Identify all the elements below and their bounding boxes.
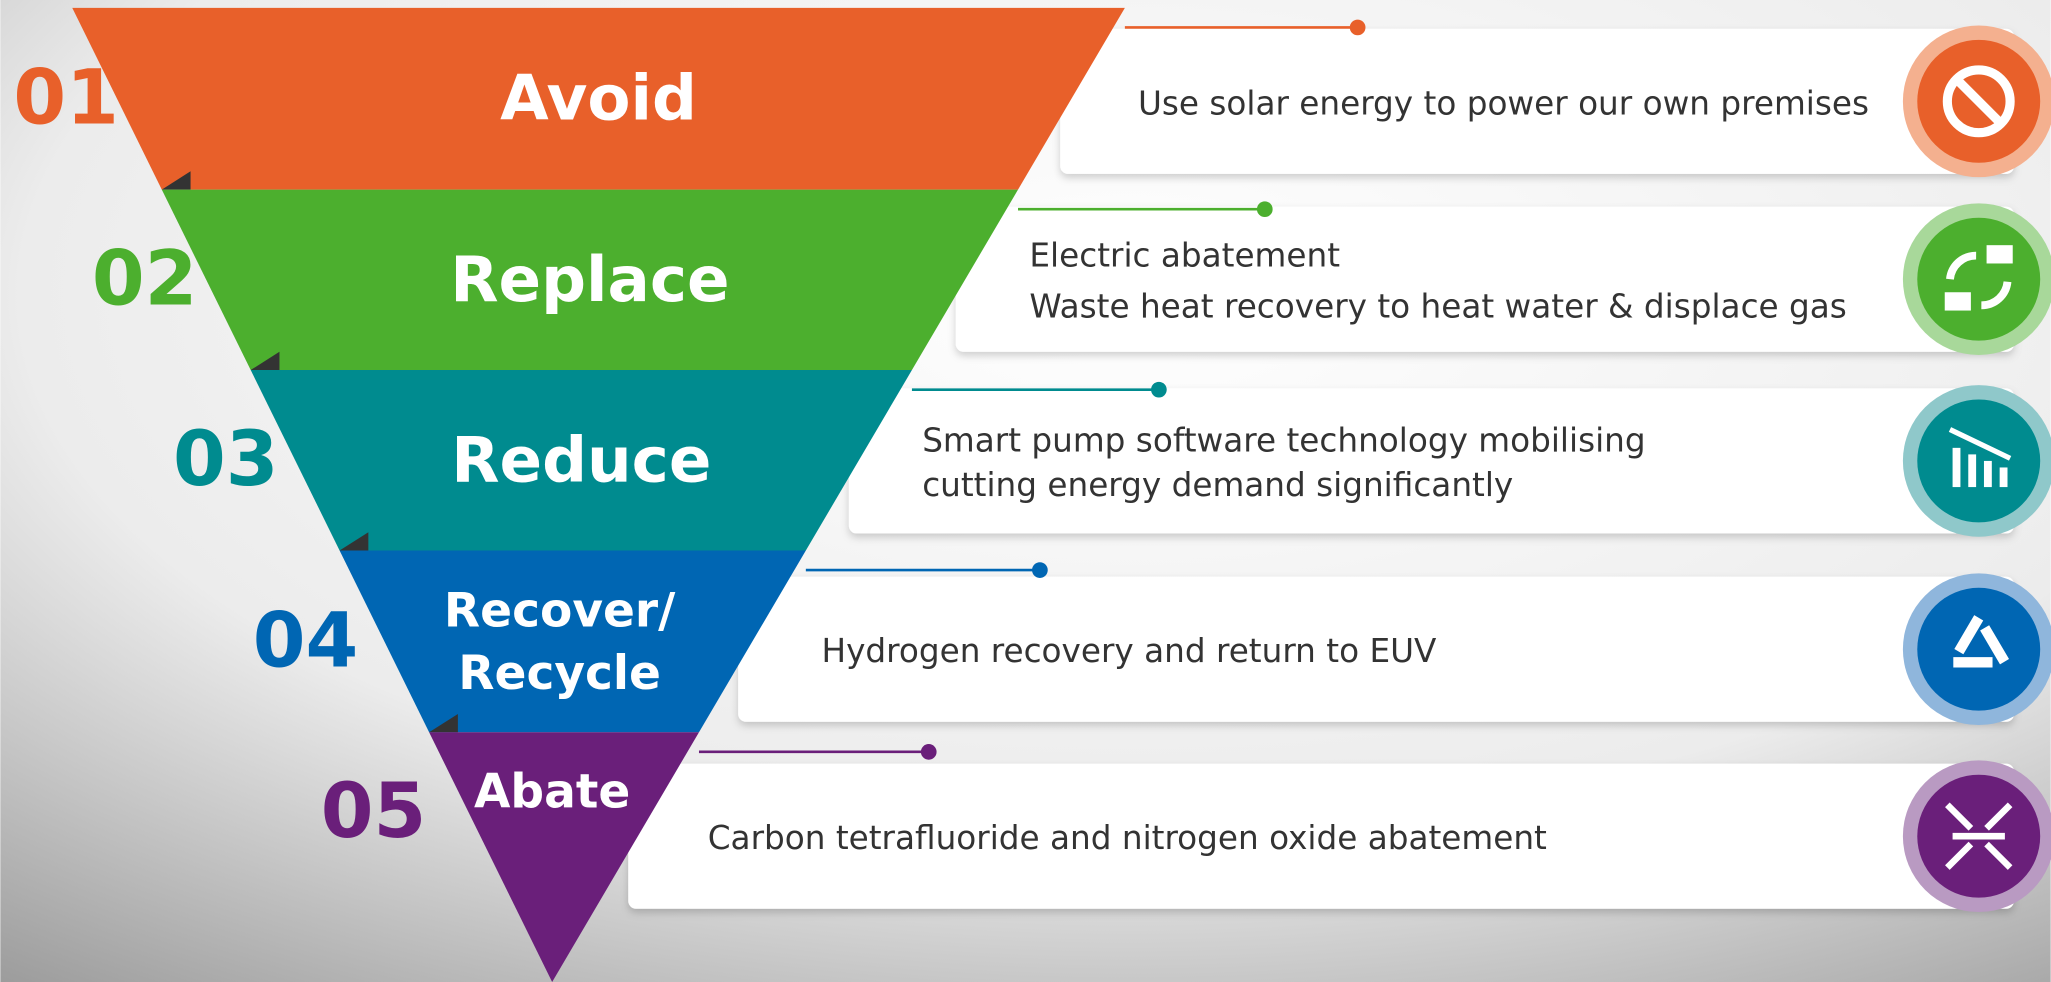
icon (1917, 399, 2041, 523)
glyph (1945, 802, 2013, 870)
level-label: Replace (450, 243, 729, 316)
description: Carbon tetrafluoride and nitrogen oxide … (708, 819, 1547, 857)
glyph (1968, 454, 1977, 488)
description: Electric abatement (1029, 237, 1340, 275)
funnel-band (429, 732, 699, 982)
icon-glyph (1943, 607, 2015, 668)
icon-glyph (1945, 802, 2013, 870)
level-number: 05 (321, 767, 427, 855)
connector-dot (1032, 562, 1048, 578)
connector-dot (920, 744, 937, 760)
level-number: 04 (253, 596, 359, 684)
glyph (1986, 245, 2013, 264)
icon (1917, 217, 2041, 341)
icon (1917, 587, 2041, 711)
level-label: Reduce (451, 423, 711, 496)
fold (161, 171, 191, 190)
funnel-band (250, 370, 912, 551)
fold (250, 351, 280, 371)
card (848, 388, 2015, 534)
connector-dot (1349, 19, 1366, 36)
description: Hydrogen recovery and return to EUV (822, 632, 1438, 670)
glyph (1943, 607, 2015, 668)
level-label: Abate (474, 765, 630, 820)
glyph (1953, 75, 2005, 127)
level-number: 02 (92, 235, 198, 323)
description: Waste heat recovery to heat water & disp… (1029, 288, 1846, 326)
fold (429, 713, 458, 733)
level-label: Recover/ (444, 583, 676, 638)
description: cutting energy demand significantly (922, 466, 1513, 504)
level-label: Recycle (458, 646, 661, 701)
card (955, 206, 2015, 352)
connector-dot (1151, 381, 1167, 398)
level-number: 03 (173, 415, 279, 503)
level-label: Avoid (500, 62, 697, 135)
card (628, 763, 2015, 909)
card (1060, 28, 2015, 174)
glyph (1999, 467, 2008, 488)
glyph (1983, 460, 1992, 488)
glyph (1952, 447, 1961, 488)
icon-glyph (1948, 427, 2012, 488)
description: Smart pump software technology mobilisin… (922, 422, 1645, 460)
glyph (1944, 292, 1971, 311)
funnel-band (72, 7, 1125, 190)
glyph (1948, 427, 2012, 461)
connector-dot (1256, 201, 1273, 218)
glyph (1942, 65, 2015, 138)
funnel-band (339, 550, 806, 733)
description: Use solar energy to power our own premis… (1138, 84, 1869, 122)
icon-glyph (1944, 245, 2013, 311)
level-number: 01 (13, 54, 119, 142)
glyph (1946, 251, 2012, 310)
funnel-band (161, 189, 1019, 371)
card (738, 576, 2015, 722)
icon-glyph (1942, 65, 2015, 138)
